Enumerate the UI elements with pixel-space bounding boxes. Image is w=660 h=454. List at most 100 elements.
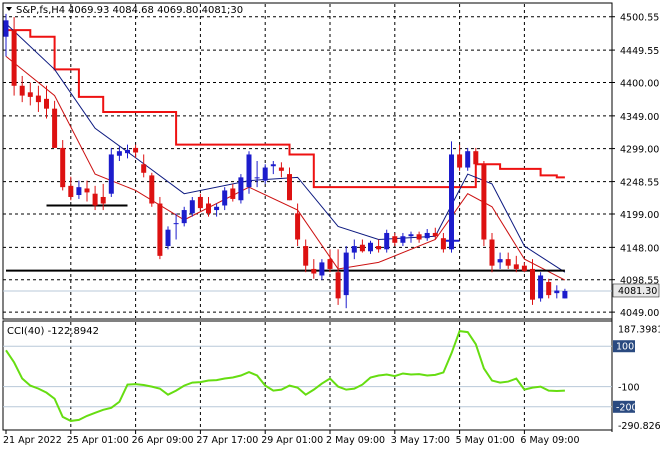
ohlc-values: 4069.93 4084.68 4069.80 4081;30 bbox=[68, 5, 243, 16]
candle-body bbox=[530, 268, 535, 300]
time-tick-label: 29 Apr 01:00 bbox=[261, 435, 323, 446]
cci-indicator bbox=[3, 329, 612, 422]
candle-body bbox=[440, 238, 446, 250]
price-tick-label: 4049.00 bbox=[620, 308, 659, 319]
candle-body bbox=[92, 193, 98, 206]
ema-line bbox=[5, 55, 566, 281]
candle-body bbox=[76, 187, 82, 196]
dropdown-arrow-icon[interactable] bbox=[6, 7, 12, 11]
candle-body bbox=[141, 164, 147, 173]
candle-body bbox=[546, 282, 552, 296]
price-axis: 4500.55 4449.55 4400.00 4349.00 4299.00 4248.… bbox=[612, 13, 659, 319]
candle-body bbox=[554, 290, 560, 294]
cci-tick-label: 100 bbox=[616, 342, 634, 353]
candle-body bbox=[197, 196, 203, 209]
candle-body bbox=[343, 252, 349, 296]
candle-body bbox=[384, 232, 390, 250]
candle-body bbox=[125, 149, 130, 154]
time-tick-label: 6 May 09:00 bbox=[520, 435, 579, 446]
candle-body bbox=[287, 174, 292, 201]
candle-body bbox=[538, 275, 544, 299]
time-tick-label: 2 May 09:00 bbox=[326, 435, 385, 446]
candle-body bbox=[295, 213, 301, 240]
price-tick-label: 4449.55 bbox=[620, 46, 659, 57]
candle-body bbox=[214, 206, 220, 211]
time-axis: 21 Apr 2022 25 Apr 01:00 26 Apr 09:00 27 Ap… bbox=[3, 430, 580, 446]
grid bbox=[3, 4, 612, 429]
candle-body bbox=[19, 85, 25, 96]
candle-body bbox=[449, 154, 454, 250]
candle-body bbox=[100, 196, 106, 204]
candle-body bbox=[116, 151, 122, 156]
candle-body bbox=[238, 177, 244, 201]
candle-body bbox=[408, 234, 414, 237]
candle-body bbox=[84, 188, 90, 193]
candle-body bbox=[262, 167, 268, 181]
candle-body bbox=[457, 154, 463, 168]
candle-body bbox=[489, 239, 495, 266]
price-tick-label: 4299.00 bbox=[620, 145, 659, 156]
cci-label: CCI(40) -122.8942 bbox=[7, 326, 99, 337]
candle-body bbox=[35, 95, 41, 103]
candle-body bbox=[246, 154, 252, 188]
candle-body bbox=[424, 232, 430, 239]
cci-line bbox=[5, 329, 565, 422]
candle-body bbox=[133, 147, 139, 153]
price-tick-label: 4248.55 bbox=[620, 178, 659, 189]
candle-body bbox=[327, 259, 333, 269]
cci-tick-label: -200 bbox=[616, 402, 638, 413]
price-tick-label: 4500.55 bbox=[620, 13, 659, 24]
cci-level-tag bbox=[613, 340, 635, 353]
price-tick-label: 4400.00 bbox=[620, 79, 659, 90]
time-tick-label: 26 Apr 09:00 bbox=[132, 435, 194, 446]
candle-body bbox=[11, 30, 17, 86]
candle-body bbox=[149, 175, 155, 204]
candle-body bbox=[481, 164, 487, 240]
candle-body bbox=[189, 200, 195, 214]
candle-body bbox=[254, 177, 260, 179]
candle-body bbox=[505, 259, 511, 266]
current-price-label: 4081.30 bbox=[618, 286, 657, 297]
price-tick-label: 4349.00 bbox=[620, 112, 659, 123]
candle-body bbox=[432, 232, 438, 237]
candle-body bbox=[3, 20, 9, 37]
candle-body bbox=[368, 242, 373, 252]
candle-body bbox=[335, 272, 341, 299]
cci-tick-label: 187.3981 bbox=[618, 325, 660, 336]
candle-body bbox=[206, 203, 211, 214]
candle-body bbox=[165, 229, 171, 247]
candle-body bbox=[392, 236, 398, 243]
candle-body bbox=[416, 234, 422, 240]
candle-body bbox=[270, 164, 276, 167]
time-tick-label: 21 Apr 2022 bbox=[3, 435, 62, 446]
candle-body bbox=[562, 290, 568, 299]
candle-body bbox=[513, 264, 519, 269]
candle-body bbox=[311, 268, 317, 274]
candle-body bbox=[359, 244, 365, 252]
cci-axis: 187.3981 100 -100 -200 -290.8265 bbox=[613, 325, 660, 432]
candle-body bbox=[303, 246, 309, 266]
candle-body bbox=[44, 98, 49, 109]
time-tick-label: 25 Apr 01:00 bbox=[67, 435, 129, 446]
candle-body bbox=[60, 147, 66, 188]
time-tick-label: 5 May 01:00 bbox=[456, 435, 515, 446]
candle-body bbox=[52, 108, 58, 148]
candle-body bbox=[400, 236, 406, 243]
price-tick-label: 4148.00 bbox=[620, 243, 659, 254]
symbol-label: S&P,fs,H4 bbox=[16, 5, 65, 16]
candle-body bbox=[27, 92, 33, 97]
candle-body bbox=[473, 151, 479, 165]
candlesticks bbox=[3, 13, 568, 309]
indicator-overlays bbox=[5, 23, 566, 281]
time-tick-label: 3 May 17:00 bbox=[391, 435, 450, 446]
candle-body bbox=[68, 185, 74, 197]
candle-body bbox=[157, 203, 163, 256]
candle-body bbox=[376, 246, 382, 250]
candle-body bbox=[497, 259, 503, 263]
price-tick-label: 4098.55 bbox=[620, 276, 659, 287]
candle-body bbox=[465, 151, 471, 168]
candle-body bbox=[173, 223, 179, 225]
time-tick-label: 27 Apr 17:00 bbox=[196, 435, 258, 446]
